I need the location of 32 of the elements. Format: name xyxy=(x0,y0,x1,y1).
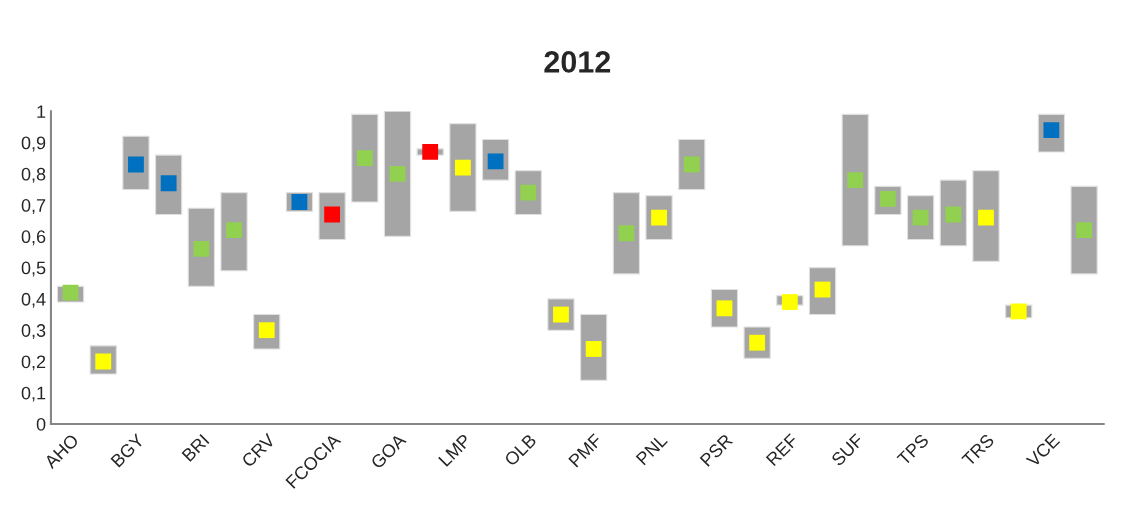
y-tick-label: 0 xyxy=(36,417,46,431)
point xyxy=(781,294,798,310)
y-tick-label: 0,4 xyxy=(21,292,46,308)
x-tick-label: TRS xyxy=(961,433,995,467)
y-tick-label: 1 xyxy=(37,105,46,118)
y-tick-label: 0,8 xyxy=(21,167,46,183)
point xyxy=(978,209,994,226)
y-tick-label: 0,6 xyxy=(21,230,46,246)
point xyxy=(422,144,439,160)
point xyxy=(389,165,406,182)
point xyxy=(193,240,210,257)
x-tick-label: BRI xyxy=(181,433,210,462)
x-tick-label: PNL xyxy=(635,433,668,466)
y-tick-label: 0,2 xyxy=(21,355,46,371)
y-tick-label: 0,7 xyxy=(21,199,46,214)
chart-title: 2012 xyxy=(544,51,611,73)
y-tick-label: 0,1 xyxy=(21,386,46,402)
point xyxy=(618,225,635,242)
point xyxy=(226,222,242,239)
y-tick-label: 0,9 xyxy=(21,136,46,152)
point xyxy=(454,159,471,176)
point xyxy=(356,150,373,167)
point xyxy=(1076,222,1092,239)
point xyxy=(847,172,864,189)
x-tick-label: TPS xyxy=(896,433,930,467)
bar xyxy=(841,113,869,247)
x-tick-label: VCE xyxy=(1025,433,1061,468)
point xyxy=(1010,303,1027,320)
x-tick-label: OLB xyxy=(503,433,537,467)
y-tick-label: 0,3 xyxy=(21,324,46,340)
y-tick-label: 0,5 xyxy=(21,261,46,277)
bar xyxy=(383,111,412,237)
